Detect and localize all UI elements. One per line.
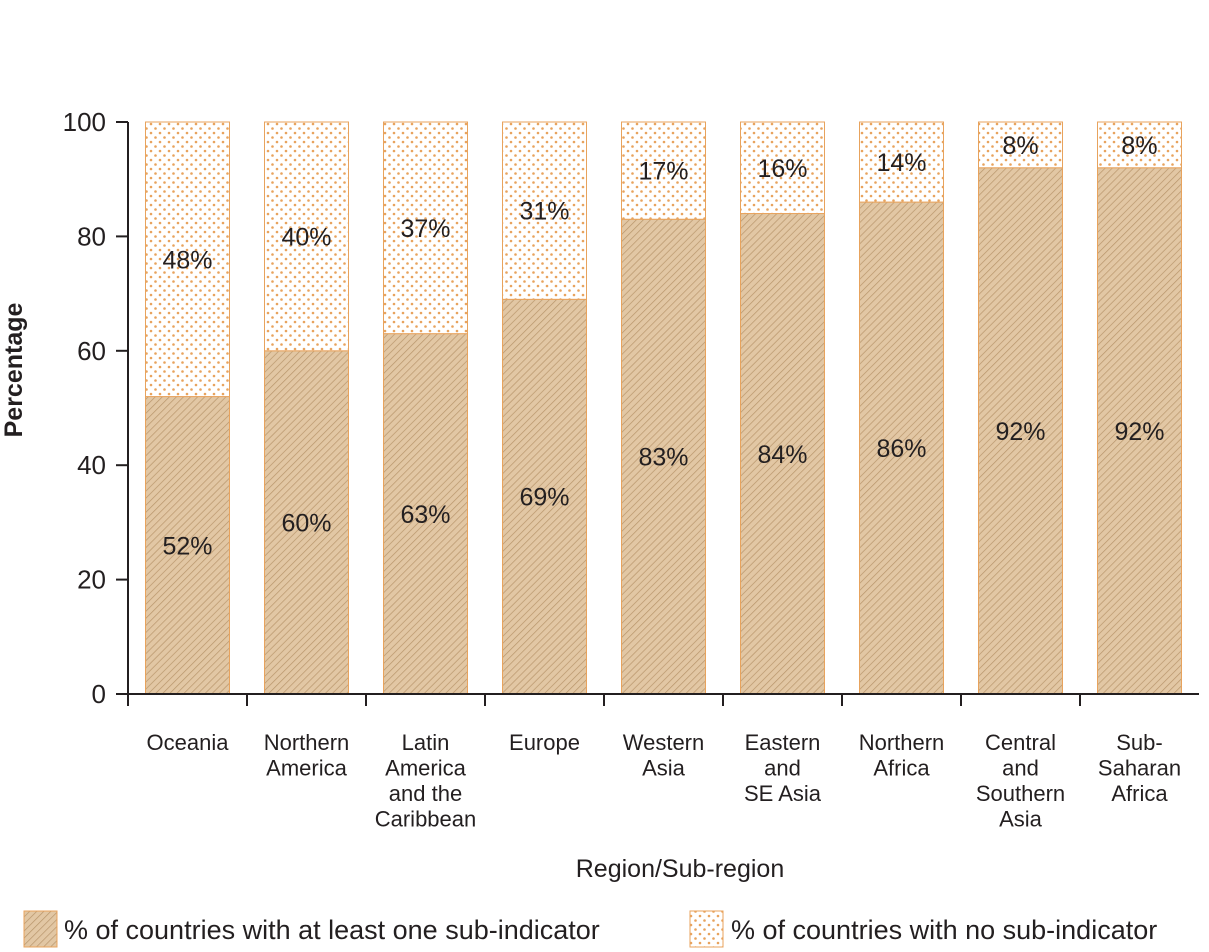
y-tick-label: 20 [77, 565, 106, 595]
x-tick-label: Central [985, 730, 1056, 755]
x-tick-label: Africa [1111, 781, 1168, 806]
bars-layer [145, 121, 1182, 695]
value-label-with-sub-indicator: 84% [757, 441, 807, 469]
x-tick-label: Caribbean [375, 807, 477, 832]
x-tick-label: SE Asia [744, 781, 822, 806]
x-tick-label: Africa [873, 756, 930, 781]
value-label-no-sub-indicator: 8% [1002, 132, 1038, 160]
bar-no-sub-indicator [264, 121, 349, 352]
x-tick-label: Europe [509, 730, 580, 755]
value-label-no-sub-indicator: 37% [400, 215, 450, 243]
x-tick-label: Northern [264, 730, 350, 755]
value-label-with-sub-indicator: 92% [995, 418, 1045, 446]
x-tick-label: Northern [859, 730, 945, 755]
bar-no-sub-indicator [145, 121, 230, 398]
legend-swatch-with-sub-indicator [23, 910, 58, 948]
value-label-no-sub-indicator: 40% [281, 223, 331, 251]
y-tick-label: 0 [92, 679, 106, 709]
x-tick-label: Saharan [1098, 756, 1181, 781]
bar-no-sub-indicator [621, 121, 706, 220]
value-label-with-sub-indicator: 69% [519, 484, 569, 512]
x-tick-label: America [266, 756, 347, 781]
value-label-with-sub-indicator: 60% [281, 509, 331, 537]
bar-no-sub-indicator [978, 121, 1063, 169]
legend-swatch-no-sub-indicator [689, 910, 724, 948]
bar-no-sub-indicator [1097, 121, 1182, 169]
legend-label-no-sub-indicator: % of countries with no sub-indicator [731, 915, 1157, 945]
y-tick-label: 60 [77, 336, 106, 366]
value-label-no-sub-indicator: 17% [638, 158, 688, 186]
axis-layer [127, 122, 1199, 695]
x-tick-label: America [385, 756, 466, 781]
legend-label-with-sub-indicator: % of countries with at least one sub-ind… [64, 915, 600, 945]
bar-with-sub-indicator [978, 167, 1063, 695]
x-axis-title: Region/Sub-region [576, 855, 784, 883]
bar-with-sub-indicator [740, 213, 825, 695]
value-label-with-sub-indicator: 63% [400, 501, 450, 529]
x-tick-label: and the [389, 781, 462, 806]
bar-no-sub-indicator [502, 121, 587, 300]
y-ticks: 0 20 40 60 80 100 [63, 107, 128, 709]
value-label-no-sub-indicator: 14% [876, 149, 926, 177]
x-tick-label: Southern [976, 781, 1065, 806]
x-tick-label: Oceania [147, 730, 230, 755]
legend: % of countries with at least one sub-ind… [23, 910, 1157, 948]
value-label-no-sub-indicator: 16% [757, 155, 807, 183]
x-tick-label: and [1002, 756, 1039, 781]
y-tick-label: 40 [77, 450, 106, 480]
value-label-with-sub-indicator: 83% [638, 444, 688, 472]
bar-no-sub-indicator [740, 121, 825, 215]
bar-value-labels: 52% 48% 60% 40% 63% 37% 69% 31% 83% 17% 84% 16% 86% 1… [162, 132, 1164, 560]
y-tick-label: 100 [63, 107, 106, 137]
x-tick-label: Asia [999, 807, 1043, 832]
bar-no-sub-indicator [859, 121, 944, 203]
value-label-with-sub-indicator: 92% [1114, 418, 1164, 446]
x-tick-label: Eastern [745, 730, 821, 755]
y-tick-label: 80 [77, 221, 106, 251]
bar-with-sub-indicator [145, 396, 230, 695]
value-label-no-sub-indicator: 8% [1121, 132, 1157, 160]
value-label-no-sub-indicator: 31% [519, 198, 569, 226]
bar-with-sub-indicator [383, 333, 468, 695]
x-tick-label: Sub- [1116, 730, 1162, 755]
x-tick-label: and [764, 756, 801, 781]
value-label-no-sub-indicator: 48% [162, 246, 212, 274]
x-tick-label: Asia [642, 756, 686, 781]
y-axis-title: Percentage [0, 303, 28, 438]
bar-no-sub-indicator [383, 121, 468, 335]
bar-with-sub-indicator [859, 201, 944, 695]
value-label-with-sub-indicator: 52% [162, 532, 212, 560]
bar-with-sub-indicator [1097, 167, 1182, 695]
x-tick-label: Latin [402, 730, 450, 755]
value-label-with-sub-indicator: 86% [876, 435, 926, 463]
x-tick-label: Western [623, 730, 705, 755]
